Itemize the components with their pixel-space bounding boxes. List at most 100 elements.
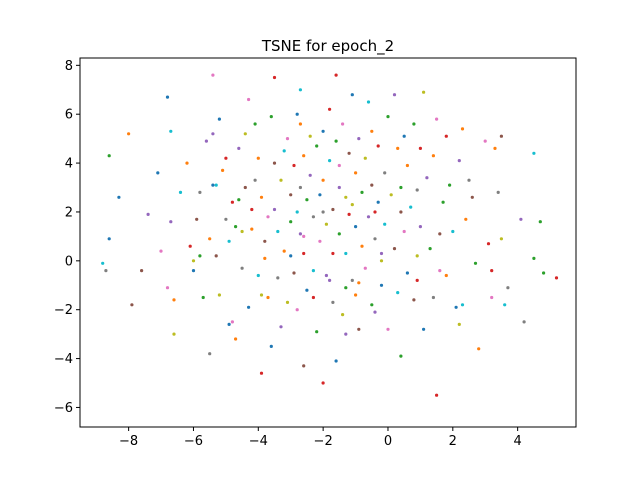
scatter-point [451, 229, 455, 234]
scatter-point [227, 239, 231, 243]
scatter-point [250, 207, 254, 212]
scatter-point [195, 217, 199, 221]
chart-title: TSNE for epoch_2 [261, 37, 394, 56]
scatter-point [214, 183, 218, 187]
x-tick-label: −2 [314, 434, 333, 449]
scatter-point [298, 122, 302, 126]
scatter-point [344, 286, 348, 290]
x-axis-ticks: −8 −6 −4 −2 0 2 4 [119, 427, 522, 449]
scatter-point [159, 249, 163, 253]
scatter-point [493, 146, 497, 150]
x-tick-label: 4 [514, 434, 522, 449]
scatter-point [169, 129, 173, 133]
scatter-point [405, 271, 409, 275]
scatter-point [431, 295, 435, 300]
scatter-point [198, 190, 202, 194]
scatter-point [276, 229, 280, 234]
scatter-point [460, 127, 465, 131]
x-tick-label: −6 [184, 434, 203, 449]
scatter-point [191, 259, 196, 263]
scatter-point [366, 100, 371, 104]
scatter-point [444, 134, 448, 138]
scatter-point [259, 371, 264, 375]
scatter-point [470, 195, 474, 199]
scatter-point [298, 232, 302, 236]
y-tick-label: 4 [65, 157, 73, 172]
scatter-point [285, 137, 290, 141]
y-tick-label: −2 [54, 303, 73, 318]
scatter-point [211, 73, 215, 77]
scatter-point [289, 193, 293, 197]
scatter-point [412, 298, 416, 302]
scatter-point [467, 178, 471, 182]
scatter-point [490, 269, 494, 273]
scatter-point [272, 161, 277, 165]
scatter-point [379, 251, 384, 256]
scatter-point [538, 220, 542, 224]
scatter-point [383, 222, 387, 226]
scatter-point [269, 344, 273, 348]
scatter-point [373, 210, 377, 214]
scatter-point [188, 244, 192, 248]
scatter-point [405, 163, 409, 168]
scatter-point [172, 298, 176, 302]
scatter-point [350, 93, 354, 97]
scatter-point [256, 156, 260, 160]
scatter-point [344, 195, 348, 199]
scatter-point [240, 229, 244, 234]
scatter-point [247, 97, 251, 102]
scatter-point [243, 185, 247, 190]
scatter-point [217, 117, 221, 121]
scatter-point [217, 293, 221, 297]
scatter-point [396, 291, 400, 295]
scatter-point [165, 286, 170, 290]
scatter-point [337, 163, 341, 168]
y-axis-ticks: −6 −4 −2 0 2 4 6 8 [54, 59, 80, 416]
scatter-point [279, 178, 283, 182]
scatter-point [247, 305, 251, 309]
scatter-point [263, 256, 267, 260]
scatter-point [499, 134, 503, 138]
scatter-point [305, 288, 309, 292]
scatter-point [127, 132, 131, 136]
scatter-point [522, 320, 526, 324]
scatter-point [435, 117, 439, 121]
scatter-point [201, 295, 205, 300]
scatter-point [486, 242, 491, 246]
scatter-point [334, 359, 338, 363]
scatter-point [389, 193, 393, 197]
scatter-point [298, 88, 302, 92]
scatter-point [334, 73, 338, 77]
scatter-point [347, 151, 351, 155]
scatter-point [198, 254, 202, 258]
scatter-point [376, 144, 380, 148]
scatter-point [354, 171, 358, 175]
scatter-point [240, 266, 244, 270]
scatter-point [376, 200, 380, 204]
scatter-point [435, 393, 439, 397]
scatter-point [253, 178, 257, 182]
scatter-point [383, 171, 387, 175]
x-tick-label: 0 [384, 434, 392, 449]
scatter-point [360, 190, 364, 194]
scatter-point [457, 322, 461, 326]
scatter-point [321, 129, 325, 133]
scatter-point [130, 303, 134, 307]
scatter-point [221, 168, 225, 172]
scatter-point [315, 144, 319, 148]
scatter-point [457, 159, 461, 163]
scatter-point [272, 75, 277, 80]
scatter-point [305, 198, 309, 202]
scatter-point [331, 300, 335, 304]
scatter-point [237, 146, 241, 150]
scatter-point [386, 327, 390, 331]
scatter-point [354, 225, 358, 229]
scatter-point [107, 154, 111, 158]
scatter-point [302, 364, 306, 368]
points-group [101, 73, 559, 397]
scatter-point [464, 217, 468, 221]
scatter-point [101, 261, 105, 265]
scatter-point [532, 151, 536, 155]
scatter-point [441, 200, 445, 204]
